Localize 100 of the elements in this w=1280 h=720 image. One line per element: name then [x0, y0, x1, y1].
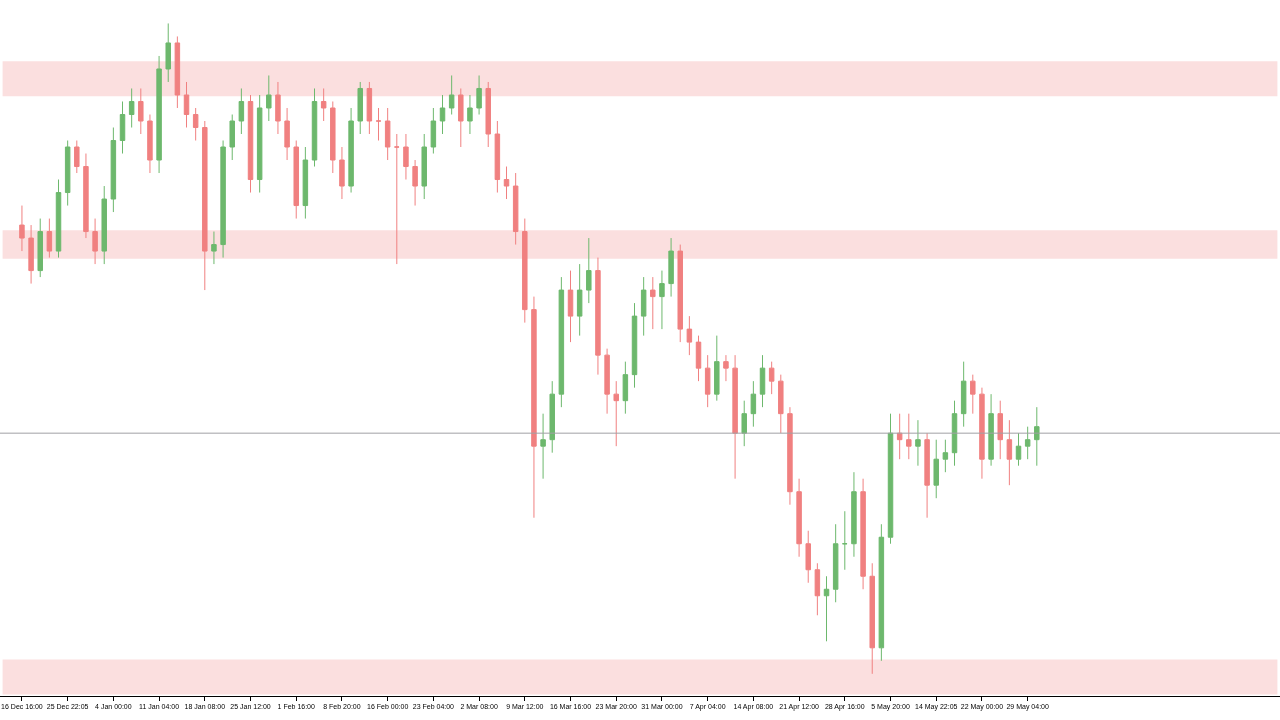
candlestick: [878, 523, 885, 662]
candlestick: [448, 74, 455, 115]
candlestick: [1034, 406, 1040, 467]
candlestick: [732, 354, 738, 480]
candlestick: [293, 140, 299, 220]
candlestick: [595, 257, 601, 376]
candlestick: [46, 218, 53, 259]
candlestick: [933, 439, 939, 499]
candlestick: [942, 439, 949, 473]
candlestick: [860, 478, 866, 590]
candlestick: [458, 87, 464, 148]
candlestick: [156, 55, 162, 174]
candlestick: [887, 413, 894, 545]
candlestick: [110, 127, 117, 213]
candlestick: [631, 302, 638, 389]
candlestick: [805, 530, 811, 584]
candlestick: [522, 218, 528, 324]
candlestick: [997, 400, 1003, 460]
candlestick: [302, 146, 309, 220]
candlestick: [375, 107, 382, 142]
candlestick: [659, 270, 665, 330]
candlestick: [823, 575, 830, 642]
candlestick: [531, 296, 537, 519]
candlestick: [915, 419, 921, 467]
candlestick: [37, 218, 43, 278]
candlestick: [165, 22, 171, 83]
candlestick: [275, 81, 281, 135]
candlestick: [604, 348, 610, 415]
candlestick: [439, 94, 446, 135]
candlestick: [19, 205, 25, 252]
candlestick: [576, 263, 583, 337]
candlestick: [842, 510, 848, 571]
candlestick: [147, 114, 153, 174]
candlestick: [494, 120, 501, 194]
candlestick: [787, 406, 793, 506]
candlestick: [357, 81, 363, 135]
candlestick: [412, 159, 418, 207]
candlestick: [311, 87, 318, 168]
candlestick: [92, 218, 98, 265]
candlestick: [640, 276, 647, 337]
candlestick: [467, 94, 473, 135]
candlestick: [970, 374, 976, 415]
candlestick: [814, 562, 821, 616]
candlestick: [750, 380, 757, 428]
candlestick: [540, 413, 546, 480]
candlestick: [74, 140, 80, 174]
candlestick: [796, 478, 802, 558]
candlestick: [567, 270, 574, 343]
candlestick: [138, 87, 144, 135]
candlestick: [503, 166, 510, 200]
candlestick: [714, 335, 720, 402]
candlestick: [759, 354, 766, 408]
candlestick: [896, 413, 903, 460]
candlestick: [951, 400, 958, 467]
candlestick: [266, 74, 272, 122]
candlestick: [192, 107, 199, 142]
candlestick: [988, 393, 994, 467]
candlestick: [558, 276, 565, 408]
candlestick: [704, 354, 711, 408]
candlestick: [476, 74, 482, 115]
candlestick: [677, 244, 683, 343]
candlestick: [768, 361, 775, 395]
candlestick: [220, 140, 226, 259]
candlestick: [695, 335, 702, 382]
candlestick: [183, 81, 190, 128]
candlestick: [1006, 419, 1013, 486]
candlestick: [348, 107, 354, 194]
candlestick: [1015, 432, 1022, 467]
candlestick: [284, 107, 290, 161]
candlestick: [421, 133, 427, 200]
candlestick: [869, 562, 875, 675]
candlestick: [238, 87, 245, 135]
candlestick: [723, 354, 729, 382]
candlestick: [202, 120, 208, 291]
candlestick: [549, 380, 555, 454]
candlestick: [650, 276, 656, 330]
candlestick: [906, 413, 912, 460]
candlestick: [330, 100, 336, 174]
candlestick: [668, 237, 674, 298]
candlestick: [64, 140, 71, 207]
candlestick: [320, 87, 327, 122]
candlestick: [512, 172, 519, 246]
candlestick: [979, 387, 985, 480]
candlestick: [686, 315, 693, 356]
candlestick: [394, 133, 400, 265]
candlestick: [778, 374, 784, 434]
candlestick: [586, 237, 592, 304]
candlestick: [128, 87, 135, 128]
candlestick: [339, 146, 345, 200]
candlestick: [924, 432, 930, 519]
candlestick: [229, 114, 235, 161]
candlestick: [384, 107, 391, 161]
candlestick: [960, 361, 967, 428]
candlestick: [247, 94, 254, 194]
candlestick: [485, 81, 491, 148]
candlestick: [256, 94, 263, 194]
candlestick: [83, 153, 89, 239]
candlestick: [403, 133, 409, 181]
candlestick: [28, 224, 34, 285]
candlestick: [832, 523, 839, 603]
